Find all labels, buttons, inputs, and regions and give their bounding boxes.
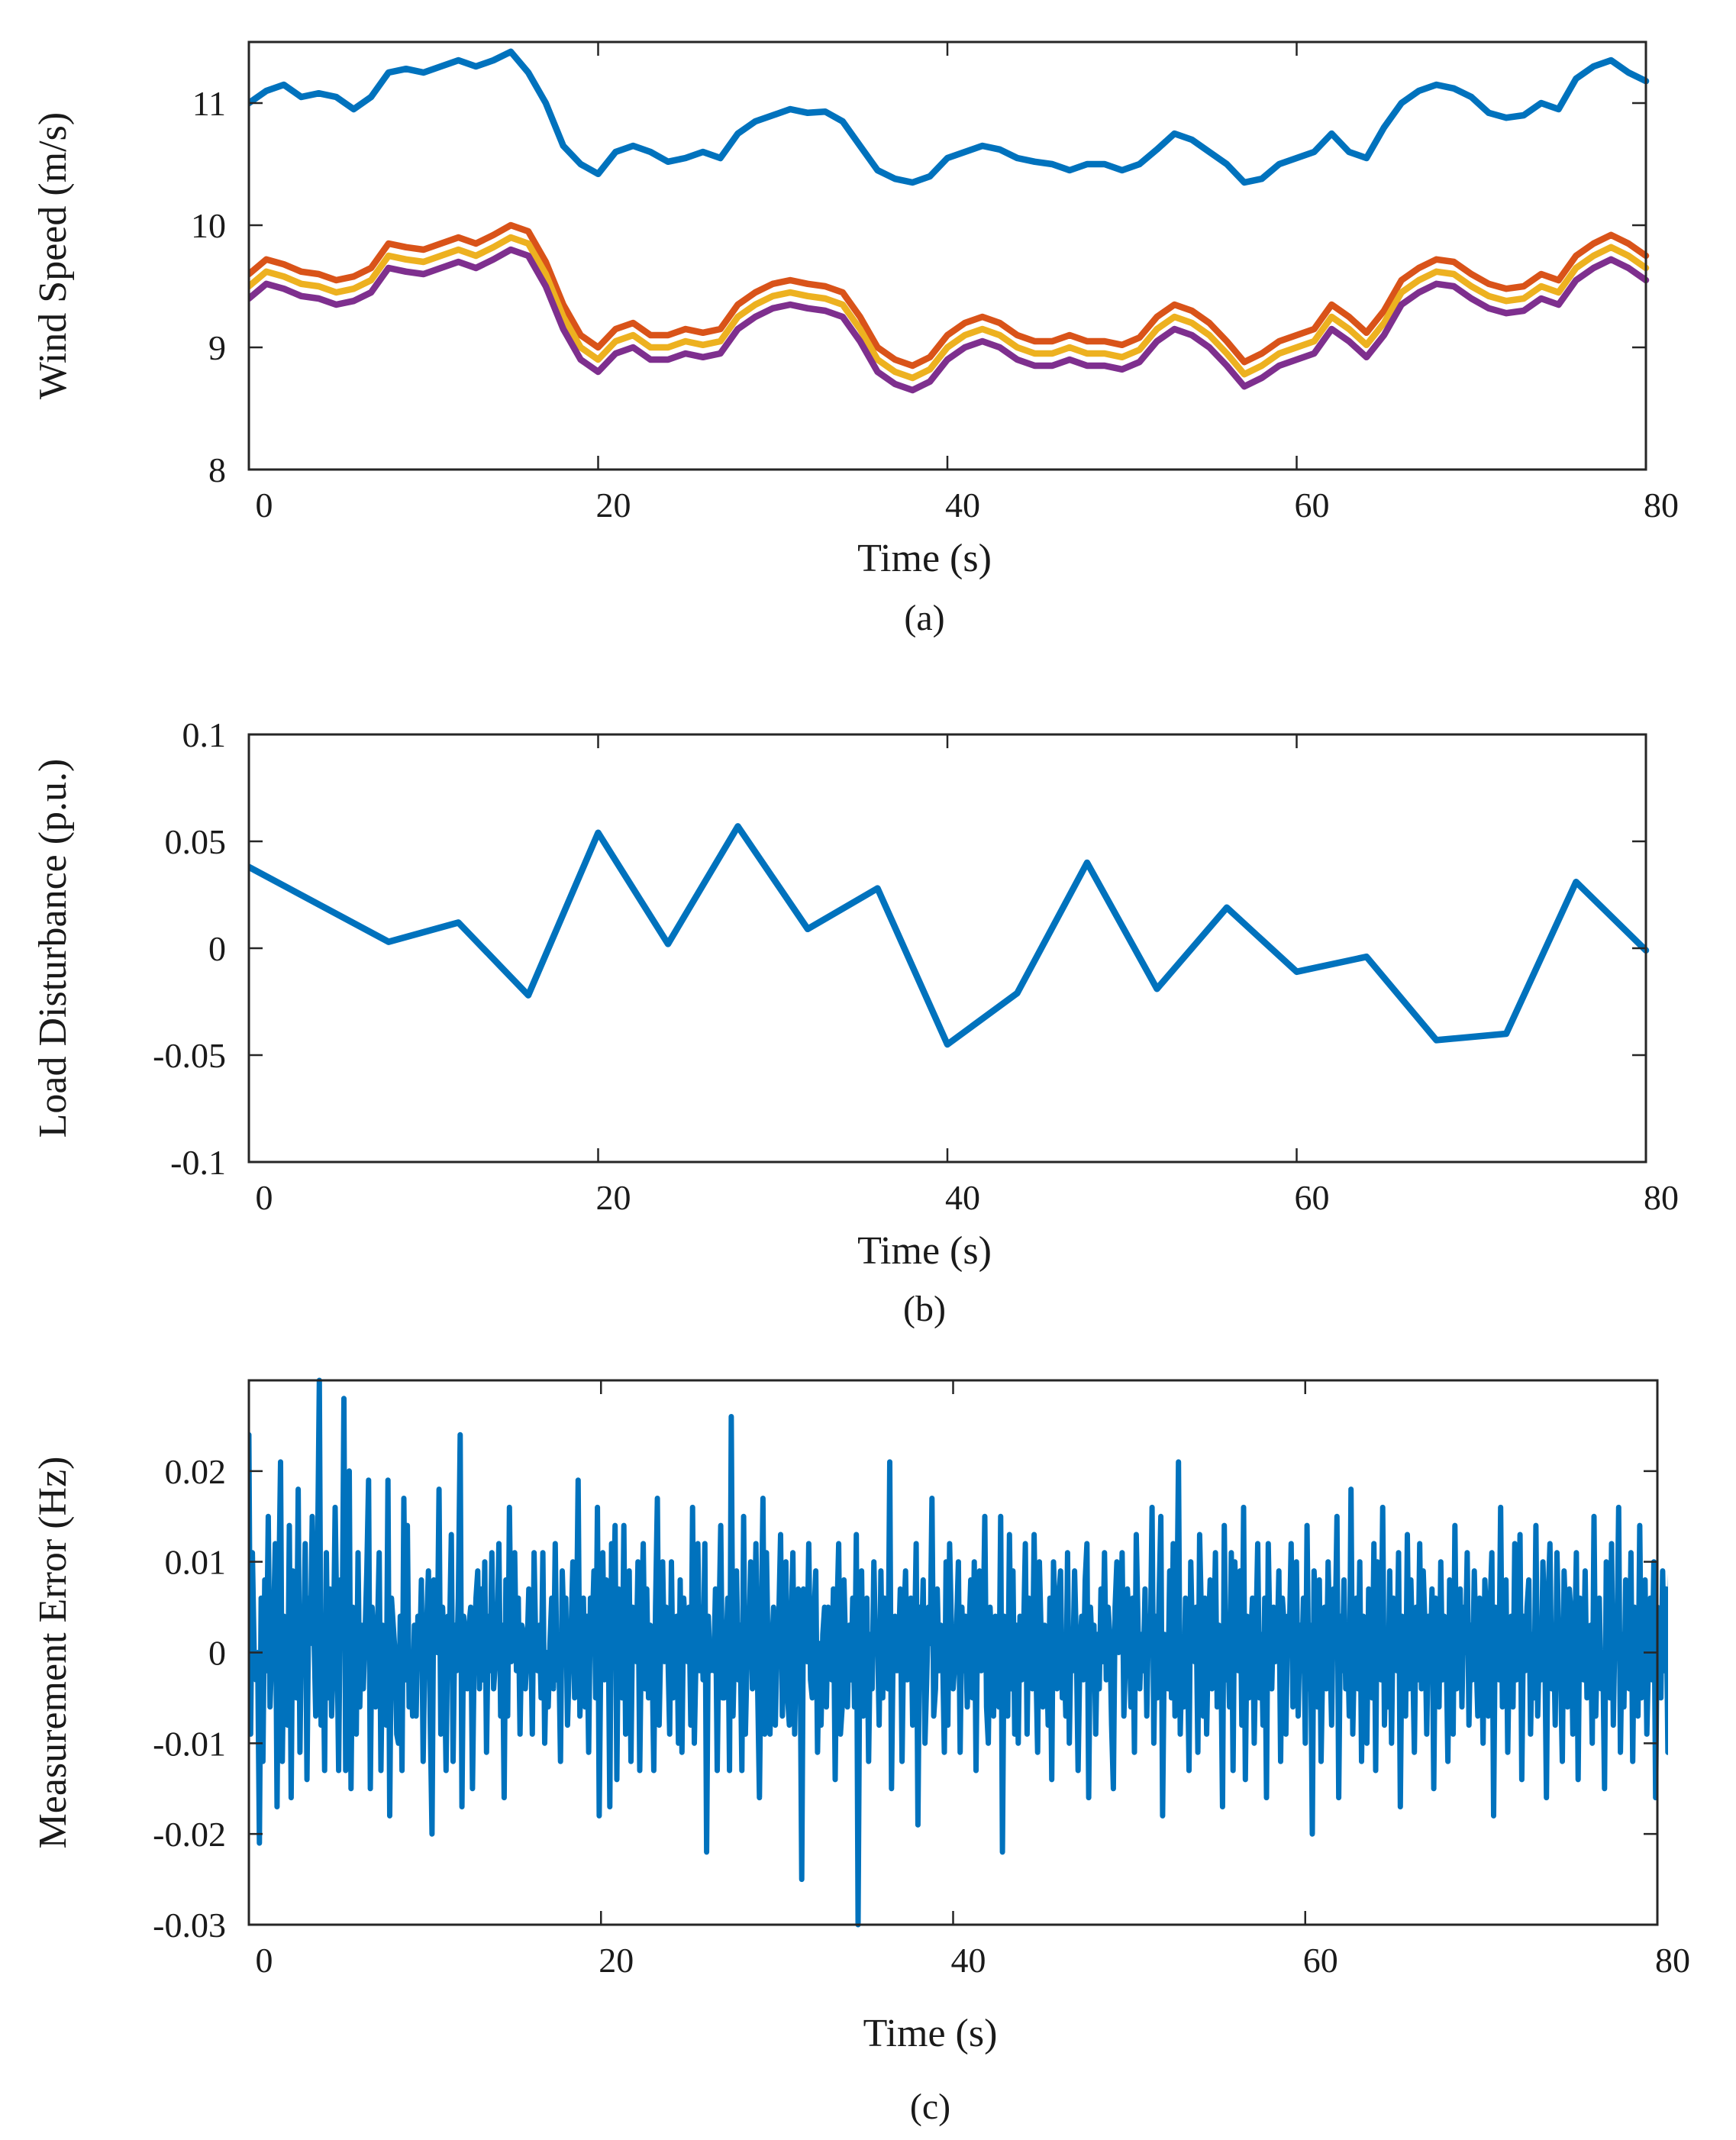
wind-speed-series-group [249,48,1650,394]
measurement-error-y-tick-label: 0.02 [165,1452,227,1491]
measurement-error-x-tick-label: 0 [256,1941,273,1980]
load-disturbance-panel: 0 20 40 60 80 -0.1 -0.05 0 0.05 0.1 Time (s) Load… [31,715,1679,1329]
load-disturbance-y-tick-label: -0.1 [170,1143,226,1182]
wind-speed-y-tick-label: 11 [192,84,226,123]
measurement-error-x-tick-label: 40 [951,1941,986,1980]
measurement-error-x-tick-label: 80 [1655,1941,1690,1980]
measurement-error-x-axis-label: Time (s) [863,2012,998,2055]
wind-speed-y-tick-label: 8 [208,450,226,489]
load-disturbance-y-tick-label: 0 [208,929,226,968]
wind-speed-x-tick-label: 20 [596,486,631,525]
load-disturbance-x-tick-label: 0 [256,1178,273,1217]
measurement-error-y-tick-label: -0.01 [153,1724,226,1763]
wind-speed-x-tick-label: 40 [945,486,980,525]
load-disturbance-x-tick-label: 80 [1644,1178,1679,1217]
load-disturbance-x-tick-label: 40 [945,1178,980,1217]
measurement-error-x-tick-label: 60 [1303,1941,1338,1980]
measurement-error-y-tick-label: 0 [208,1634,226,1673]
wind-speed-series-line-3 [249,234,1650,382]
wind-speed-y-tick-label: 10 [191,206,226,245]
wind-speed-y-tick-label: 9 [208,328,226,367]
measurement-error-series-line-1 [249,1377,1668,1928]
load-disturbance-x-tick-label: 20 [596,1178,631,1217]
panel-b-caption: (b) [903,1289,946,1329]
wind-speed-series-line-2 [249,221,1650,370]
measurement-error-x-tick-label: 20 [599,1941,634,1980]
load-disturbance-x-axis-label: Time (s) [857,1229,992,1273]
load-disturbance-y-tick-label: 0.05 [165,822,227,861]
measurement-error-panel: 0 20 40 60 80 -0.03 -0.02 -0.01 0 0.01 0.02 Time (… [31,1377,1690,2127]
load-disturbance-series-group [249,823,1650,1048]
measurement-error-series-group [249,1377,1668,1928]
panel-a-caption: (a) [904,598,944,638]
measurement-error-y-tick-label: -0.03 [153,1906,226,1945]
load-disturbance-ticks: 0 20 40 60 80 -0.1 -0.05 0 0.05 0.1 [153,715,1679,1217]
load-disturbance-y-axis-label: Load Disturbance (p.u.) [31,759,75,1138]
wind-speed-series-line-4 [249,246,1650,394]
load-disturbance-axes-frame [247,733,1647,1164]
wind-speed-ticks: 0 20 40 60 80 8 9 10 11 [191,42,1679,525]
wind-speed-series-line-1 [249,48,1650,186]
measurement-error-y-axis-label: Measurement Error (Hz) [31,1457,75,1849]
wind-speed-y-axis-label: Wind Speed (m/s) [31,112,75,399]
wind-speed-panel: 0 20 40 60 80 8 9 10 11 Time (s) Wind Speed (m/s… [31,40,1679,638]
load-disturbance-y-tick-label: -0.05 [153,1036,226,1075]
wind-speed-x-tick-label: 0 [256,486,273,525]
load-disturbance-series-line-1 [249,823,1650,1048]
load-disturbance-x-tick-label: 60 [1295,1178,1330,1217]
load-disturbance-y-tick-label: 0.1 [182,715,227,754]
wind-speed-x-axis-label: Time (s) [857,537,992,580]
wind-speed-axes-frame [247,40,1647,471]
wind-speed-x-tick-label: 60 [1295,486,1330,525]
panel-c-caption: (c) [910,2087,950,2127]
wind-speed-x-tick-label: 80 [1644,486,1679,525]
measurement-error-ticks: 0 20 40 60 80 -0.03 -0.02 -0.01 0 0.01 0.02 [153,1380,1690,1980]
measurement-error-y-tick-label: -0.02 [153,1815,226,1854]
measurement-error-y-tick-label: 0.01 [165,1543,227,1582]
